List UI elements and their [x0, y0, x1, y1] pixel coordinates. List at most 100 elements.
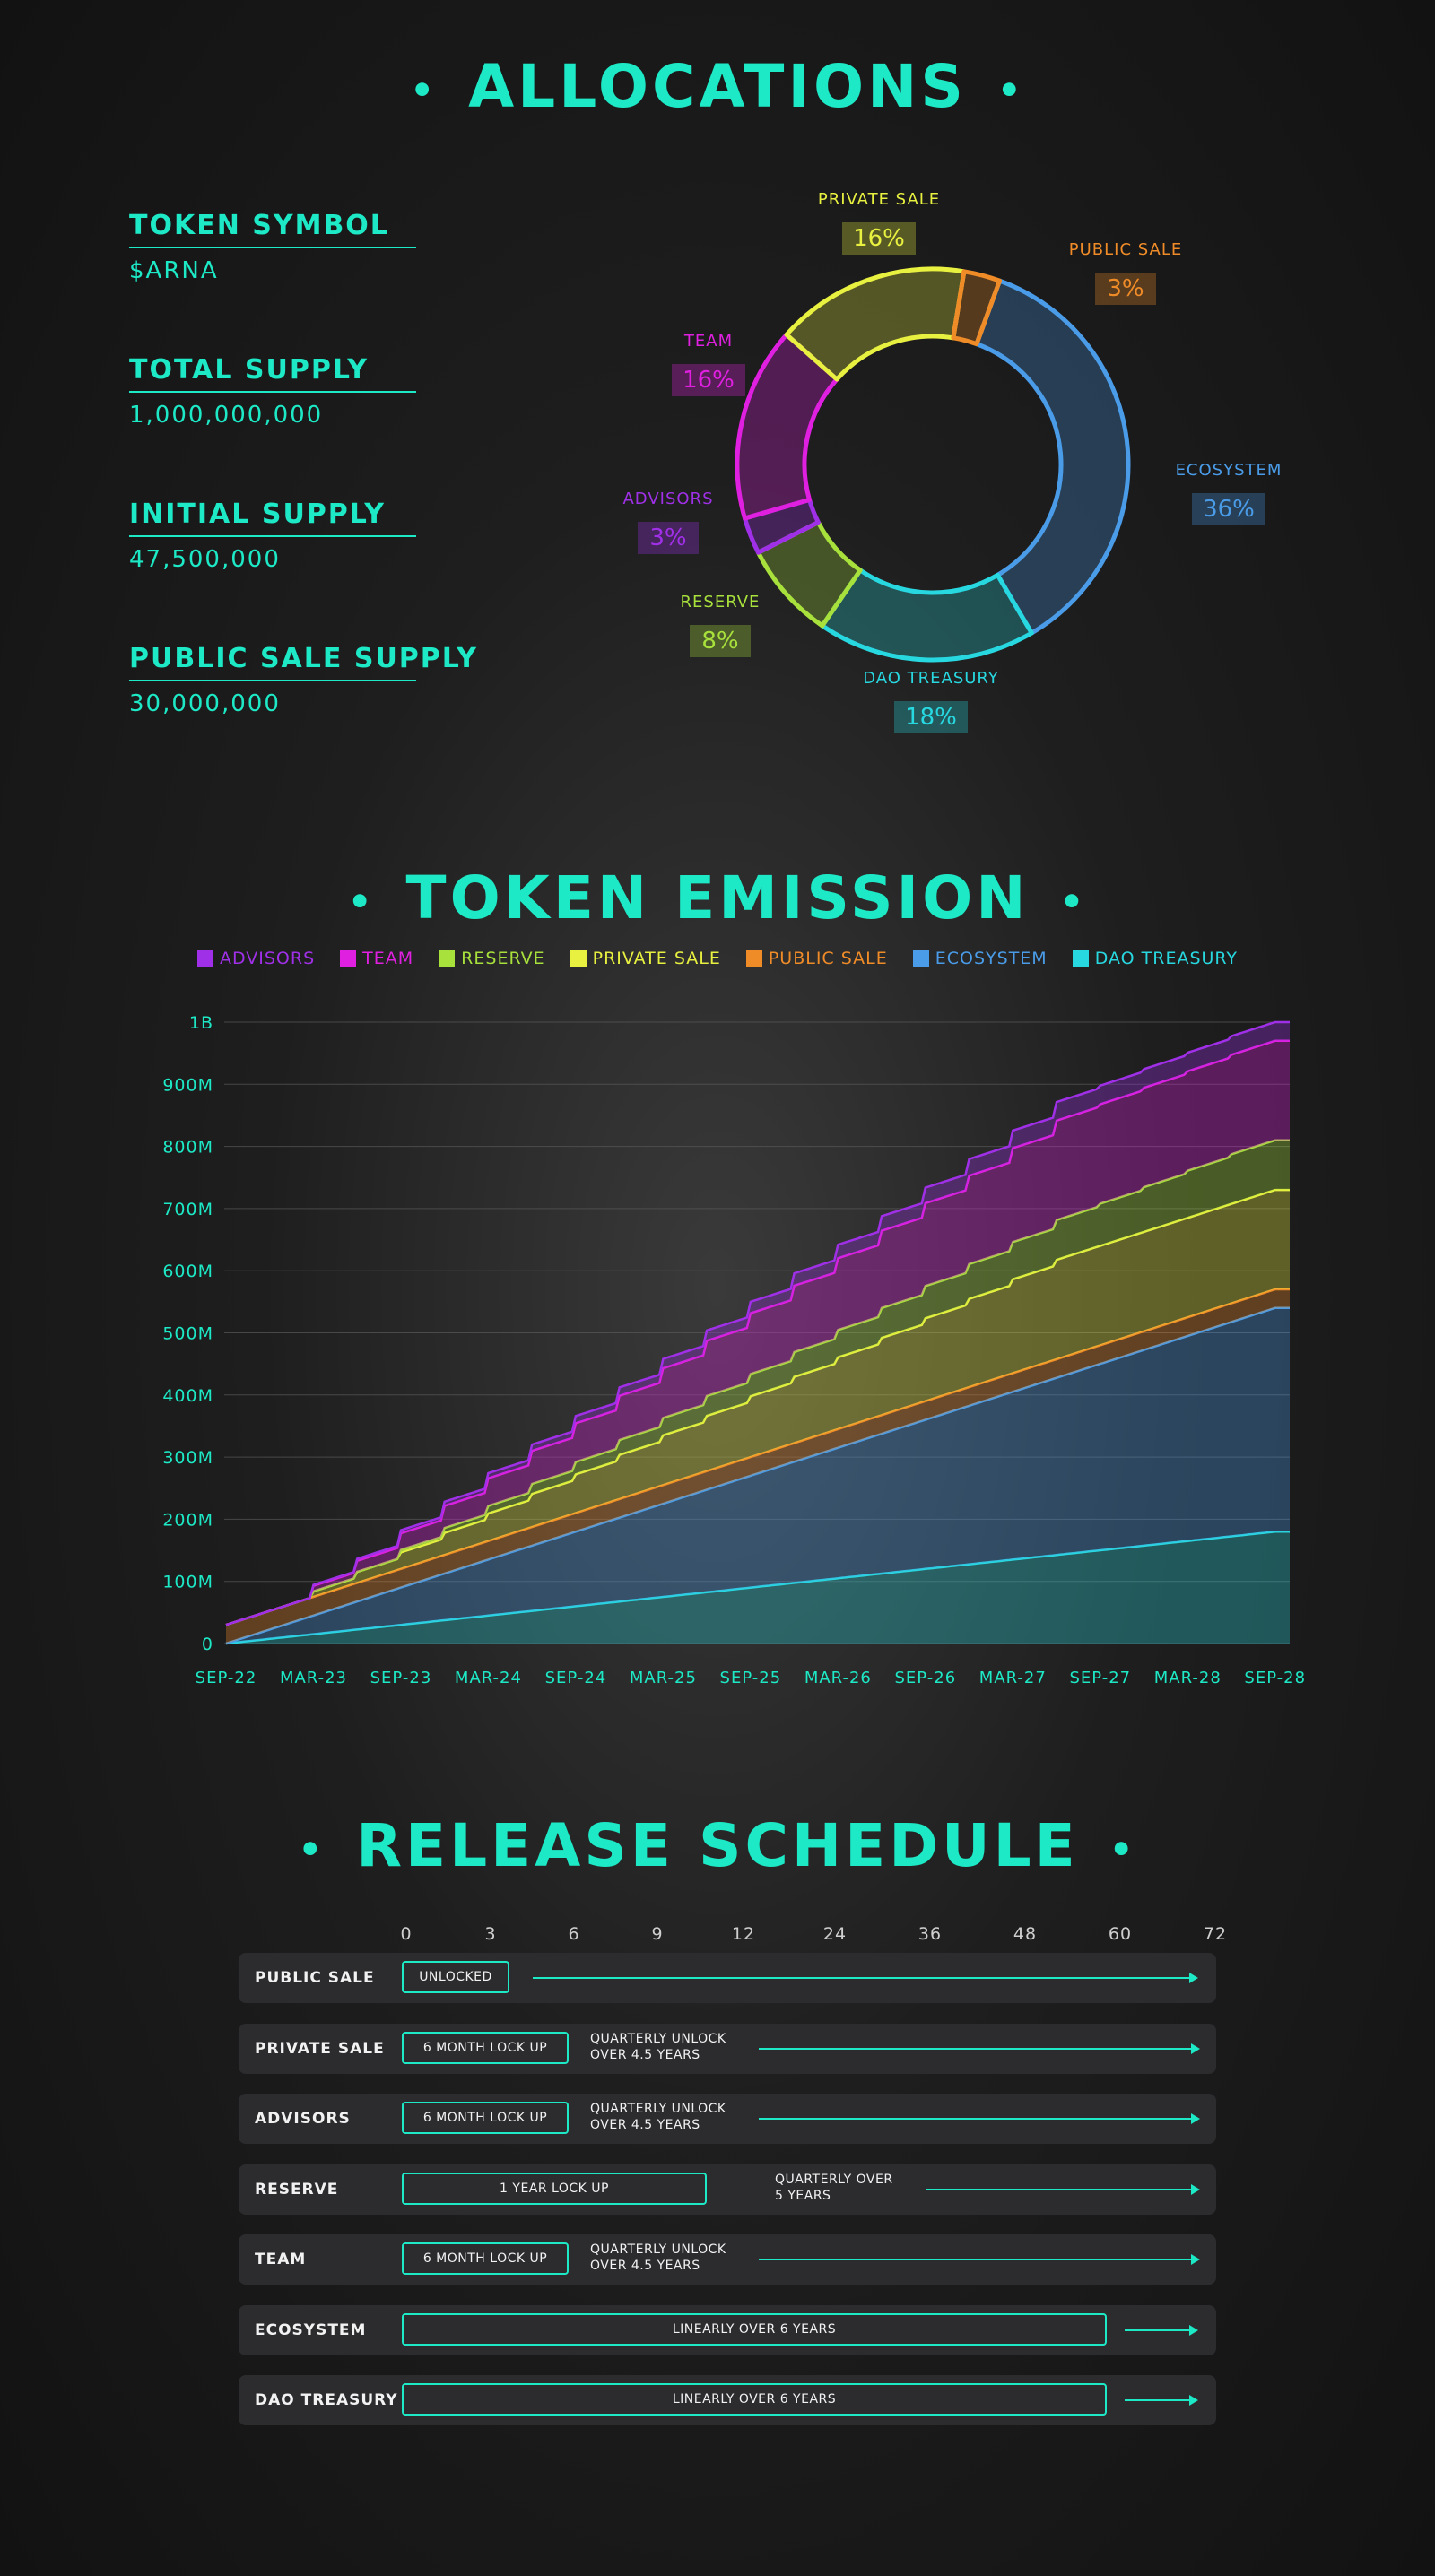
area-line-public-sale: [225, 1288, 1290, 1626]
donut-slice-public-sale: [951, 269, 1003, 347]
y-tick-label: 500M: [162, 1324, 213, 1344]
initial-supply-block: INITIAL SUPPLY 47,500,000: [129, 499, 560, 573]
release-note-line: OVER 4.5 YEARS: [590, 2118, 700, 2132]
public-sale-supply-block: PUBLIC SALE SUPPLY 30,000,000: [129, 643, 560, 717]
legend-label: RESERVE: [461, 949, 545, 968]
y-tick-label: 200M: [162, 1510, 213, 1530]
release-note-line: 5 YEARS: [775, 2188, 831, 2203]
y-tick-label: 800M: [162, 1138, 213, 1158]
area-line-advisors: [225, 1020, 1290, 1626]
x-tick-label: SEP-24: [545, 1669, 607, 1687]
release-month-axis: 0 3 6 9 12 24 36 48 60 72: [0, 1924, 1435, 1951]
token-symbol-label: TOKEN SYMBOL: [129, 210, 416, 248]
donut-value-badge: [894, 701, 968, 733]
release-title-text: RELEASE SCHEDULE: [356, 1811, 1079, 1880]
release-row-ecosystem: ECOSYSTEM LINEARLY OVER 6 YEARS: [239, 2304, 1216, 2355]
y-tick-label: 100M: [162, 1573, 213, 1592]
release-row-advisors: ADVISORS 6 MONTH LOCK UP QUARTERLY UNLOCK O…: [239, 2094, 1216, 2144]
donut-value-label: 18%: [905, 704, 957, 731]
allocations-title-text: ALLOCATIONS: [468, 52, 967, 121]
release-note-line: QUARTERLY OVER: [775, 2172, 893, 2187]
area-series-advisors: [226, 1022, 1290, 1626]
donut-value-badge: [690, 625, 751, 657]
month-tick: 12: [731, 1924, 756, 1944]
donut-value-label: 3%: [1107, 275, 1144, 302]
token-symbol-block: TOKEN SYMBOL $ARNA: [129, 210, 560, 284]
legend-item-reserve: RESERVE: [439, 949, 544, 968]
donut-label-dao-treasury: DAO TREASURY: [863, 669, 999, 688]
release-row-reserve: RESERVE 1 YEAR LOCK UP QUARTERLY OVER 5 YEA…: [239, 2164, 1216, 2215]
release-arrow-icon: [1125, 2395, 1198, 2406]
legend-item-dao-treasury: DAO TREASURY: [1072, 949, 1239, 968]
x-tick-label: MAR-23: [280, 1669, 347, 1687]
total-supply-block: TOTAL SUPPLY 1,000,000,000: [129, 354, 560, 429]
release-phase-box: 6 MONTH LOCK UP: [402, 2031, 569, 2064]
legend-item-ecosystem: ECOSYSTEM: [912, 949, 1048, 968]
legend-item-team: TEAM: [340, 949, 413, 968]
donut-label-public-sale: PUBLIC SALE: [1069, 240, 1182, 259]
release-note: QUARTERLY UNLOCK OVER 4.5 YEARS: [590, 2101, 726, 2133]
release-phase-box: 6 MONTH LOCK UP: [402, 2102, 569, 2134]
area-line-dao-treasury: [225, 1531, 1290, 1645]
x-tick-label: MAR-25: [630, 1669, 697, 1687]
legend-swatch: [439, 950, 456, 967]
initial-supply-value: 47,500,000: [129, 546, 281, 573]
month-tick: 60: [1108, 1924, 1133, 1944]
release-arrow-icon: [1125, 2324, 1198, 2336]
allocation-donut-chart: ECOSYSTEM 36% DAO TREASURY 18% RESERVE 8% ADVI…: [622, 190, 1283, 733]
legend-label: PUBLIC SALE: [768, 949, 888, 968]
legend-swatch: [1072, 950, 1089, 967]
emission-title: • TOKEN EMISSION •: [0, 863, 1435, 932]
title-dot-left: •: [410, 68, 439, 113]
donut-value-badge: [842, 222, 916, 255]
donut-value-badge: [1192, 493, 1265, 525]
emission-legend: ADVISORS TEAM RESERVE PRIVATE SALE PUBLIC SA…: [0, 949, 1435, 968]
y-tick-label: 1B: [189, 1013, 213, 1033]
area-line-private-sale: [225, 1188, 1290, 1626]
allocations-title: • ALLOCATIONS •: [0, 52, 1435, 121]
donut-label-private-sale: PRIVATE SALE: [818, 190, 940, 209]
y-tick-label: 0: [202, 1635, 213, 1654]
legend-label: DAO TREASURY: [1094, 949, 1239, 968]
release-note-line: QUARTERLY UNLOCK: [590, 2102, 726, 2116]
release-row-public-sale: PUBLIC SALE UNLOCKED: [239, 1953, 1216, 2003]
release-arrow-icon: [759, 2254, 1200, 2265]
release-note-line: QUARTERLY UNLOCK: [590, 2242, 726, 2257]
release-phase-box: LINEARLY OVER 6 YEARS: [402, 2312, 1107, 2346]
area-series-team: [226, 1040, 1290, 1626]
area-series-private-sale: [226, 1190, 1290, 1626]
donut-value-badge: [638, 522, 699, 554]
donut-label-team: TEAM: [683, 332, 733, 351]
area-series-reserve: [226, 1140, 1290, 1626]
y-tick-label: 600M: [162, 1262, 213, 1281]
month-tick: 48: [1013, 1924, 1038, 1944]
y-tick-label: 300M: [162, 1448, 213, 1468]
x-tick-label: SEP-27: [1069, 1669, 1131, 1687]
month-tick: 36: [918, 1924, 943, 1944]
release-note-line: OVER 4.5 YEARS: [590, 2047, 700, 2062]
title-dot-right: •: [1059, 880, 1088, 924]
legend-label: ECOSYSTEM: [935, 949, 1048, 968]
donut-label-ecosystem: ECOSYSTEM: [1176, 461, 1283, 480]
x-tick-label: MAR-26: [804, 1669, 872, 1687]
release-phase-box: 6 MONTH LOCK UP: [402, 2242, 569, 2275]
total-supply-label: TOTAL SUPPLY: [129, 354, 416, 393]
release-arrow-icon: [926, 2183, 1200, 2195]
public-sale-supply-value: 30,000,000: [129, 690, 281, 717]
release-note: QUARTERLY OVER 5 YEARS: [775, 2172, 893, 2204]
x-tick-label: SEP-26: [894, 1669, 956, 1687]
legend-swatch: [196, 950, 213, 967]
release-row-name: ECOSYSTEM: [255, 2320, 367, 2339]
legend-label: TEAM: [362, 949, 414, 968]
release-row-name: TEAM: [255, 2251, 307, 2268]
release-row-name: DAO TREASURY: [255, 2391, 398, 2409]
title-dot-right: •: [1109, 1827, 1137, 1872]
release-note: QUARTERLY UNLOCK OVER 4.5 YEARS: [590, 2031, 726, 2063]
area-series-public-sale: [226, 1289, 1290, 1644]
legend-item-advisors: ADVISORS: [196, 949, 315, 968]
token-emission-chart: 0 100M 200M 300M 400M 500M 600M 700M 800M 900M 1B S…: [162, 1013, 1305, 1687]
release-note: QUARTERLY UNLOCK OVER 4.5 YEARS: [590, 2242, 726, 2274]
donut-value-badge: [672, 364, 745, 396]
y-tick-label: 900M: [162, 1075, 213, 1095]
release-arrow-icon: [759, 2113, 1200, 2124]
